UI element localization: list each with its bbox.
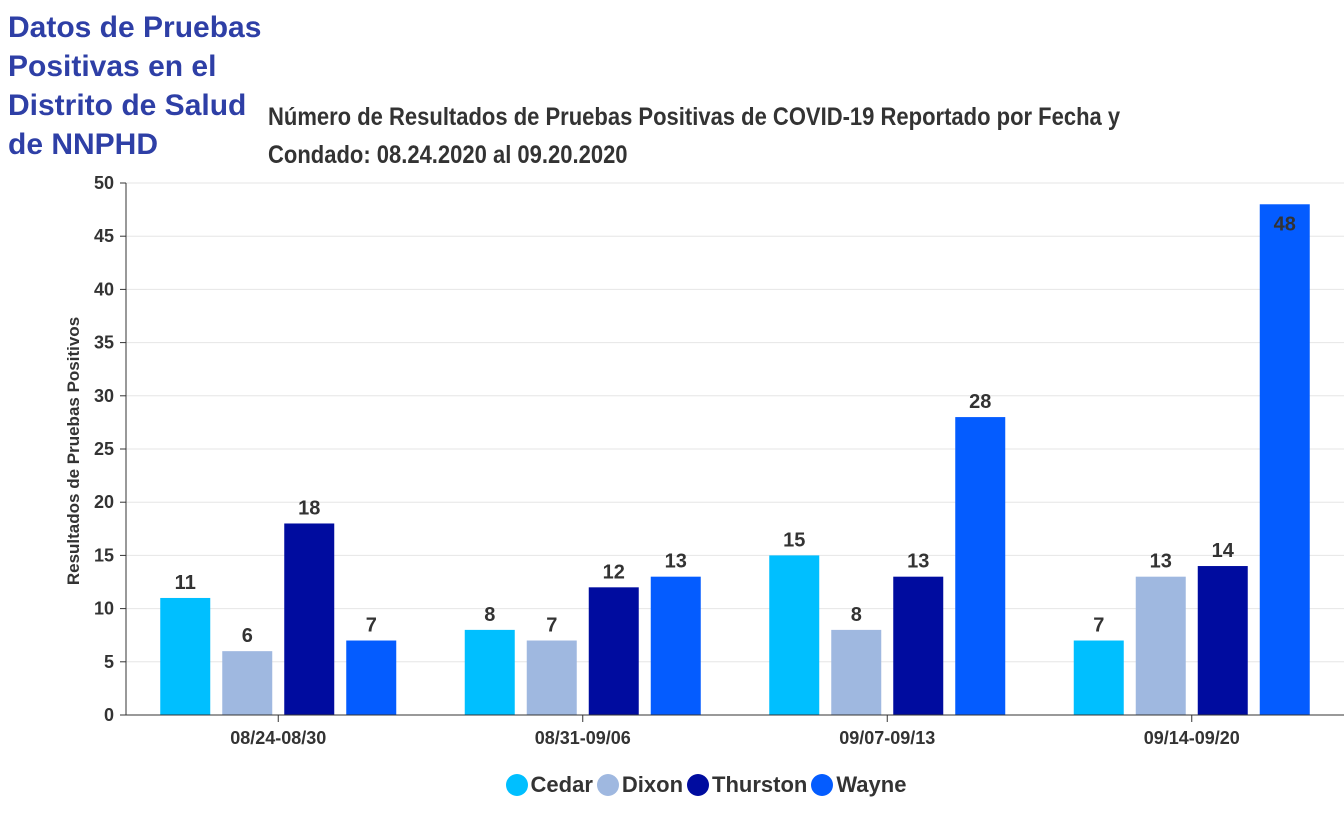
legend-label: Thurston [712,772,808,797]
data-label: 7 [366,615,377,637]
bar [464,629,515,715]
y-tick: 5 [104,652,126,672]
legend-swatch-icon [687,774,710,796]
legend-item[interactable]: Dixon [596,772,684,798]
legend-item[interactable]: Thurston [687,772,807,798]
bar [526,640,577,715]
data-label: 7 [546,615,557,637]
bar [769,555,820,715]
bar [1197,566,1248,715]
bar [222,651,273,715]
bars [160,204,1310,715]
x-tick-label: 08/24-08/30 [230,728,326,748]
data-label: 14 [1212,540,1235,562]
data-label: 8 [484,604,495,626]
x-tick: 09/07-09/13 [839,715,935,748]
chart-title: Número de Resultados de Pruebas Positiva… [268,103,1121,169]
bar [1259,204,1310,715]
bar [650,576,701,715]
bar [1135,576,1186,715]
y-tick: 50 [94,173,126,193]
y-axis-label: Resultados de Pruebas Positivos [64,317,83,585]
legend-swatch-icon [505,774,528,796]
data-label: 7 [1093,615,1104,637]
y-tick-label: 30 [94,386,114,406]
y-tick: 25 [94,439,126,459]
y-tick-label: 15 [94,545,114,565]
bar [160,597,211,715]
bar [955,417,1006,715]
bar [831,629,882,715]
x-tick-label: 09/07-09/13 [839,728,935,748]
data-label: 13 [907,551,929,573]
y-tick-label: 5 [104,652,114,672]
y-tick: 40 [94,279,126,299]
bar [346,640,397,715]
data-label: 15 [783,529,805,551]
y-tick-label: 20 [94,492,114,512]
y-tick: 35 [94,333,126,353]
x-axis: 08/24-08/30 08/31-09/06 09/07-09/13 09/14-0… [126,714,1344,748]
x-tick-label: 08/31-09/06 [535,728,631,748]
x-tick: 08/24-08/30 [230,715,326,748]
y-tick-label: 0 [104,705,114,725]
y-tick-label: 25 [94,439,114,459]
legend-swatch-icon [811,774,834,796]
legend: Cedar Dixon Thurston Wayne [0,772,1344,798]
data-label: 18 [298,497,320,519]
data-labels: 11 6 18 7 8 7 12 13 15 8 13 28 7 13 14 48 [175,213,1296,647]
bar [1073,640,1124,715]
y-axis: 0 5 10 15 20 25 30 35 40 45 50 [94,173,127,725]
bar [284,523,335,715]
data-label: 28 [969,391,991,413]
x-tick: 08/31-09/06 [535,715,631,748]
data-label: 13 [665,551,687,573]
y-tick: 20 [94,492,126,512]
legend-label: Dixon [621,772,684,797]
data-label: 12 [603,561,625,583]
data-label: 13 [1150,551,1172,573]
data-label: 11 [175,572,196,594]
y-tick: 0 [104,705,126,725]
y-tick: 45 [94,226,126,246]
y-tick-label: 45 [94,226,114,246]
data-label: 48 [1274,213,1296,235]
legend-label: Cedar [530,772,593,797]
legend-item[interactable]: Wayne [811,772,906,798]
bar [893,576,944,715]
data-label: 8 [851,604,862,626]
bar [588,587,639,715]
y-tick: 30 [94,386,126,406]
data-label: 6 [242,625,253,647]
legend-item[interactable]: Cedar [505,772,593,798]
x-tick-label: 09/14-09/20 [1144,728,1240,748]
y-tick-label: 50 [94,173,114,193]
legend-label: Wayne [836,772,907,797]
y-tick-label: 35 [94,333,114,353]
y-tick-label: 10 [94,599,114,619]
y-tick: 15 [94,545,126,565]
x-tick: 09/14-09/20 [1144,715,1240,748]
y-tick-label: 40 [94,279,114,299]
y-tick: 10 [94,599,126,619]
page-heading: Datos de Pruebas Positivas en el Distrit… [8,11,262,161]
legend-swatch-icon [596,774,619,796]
